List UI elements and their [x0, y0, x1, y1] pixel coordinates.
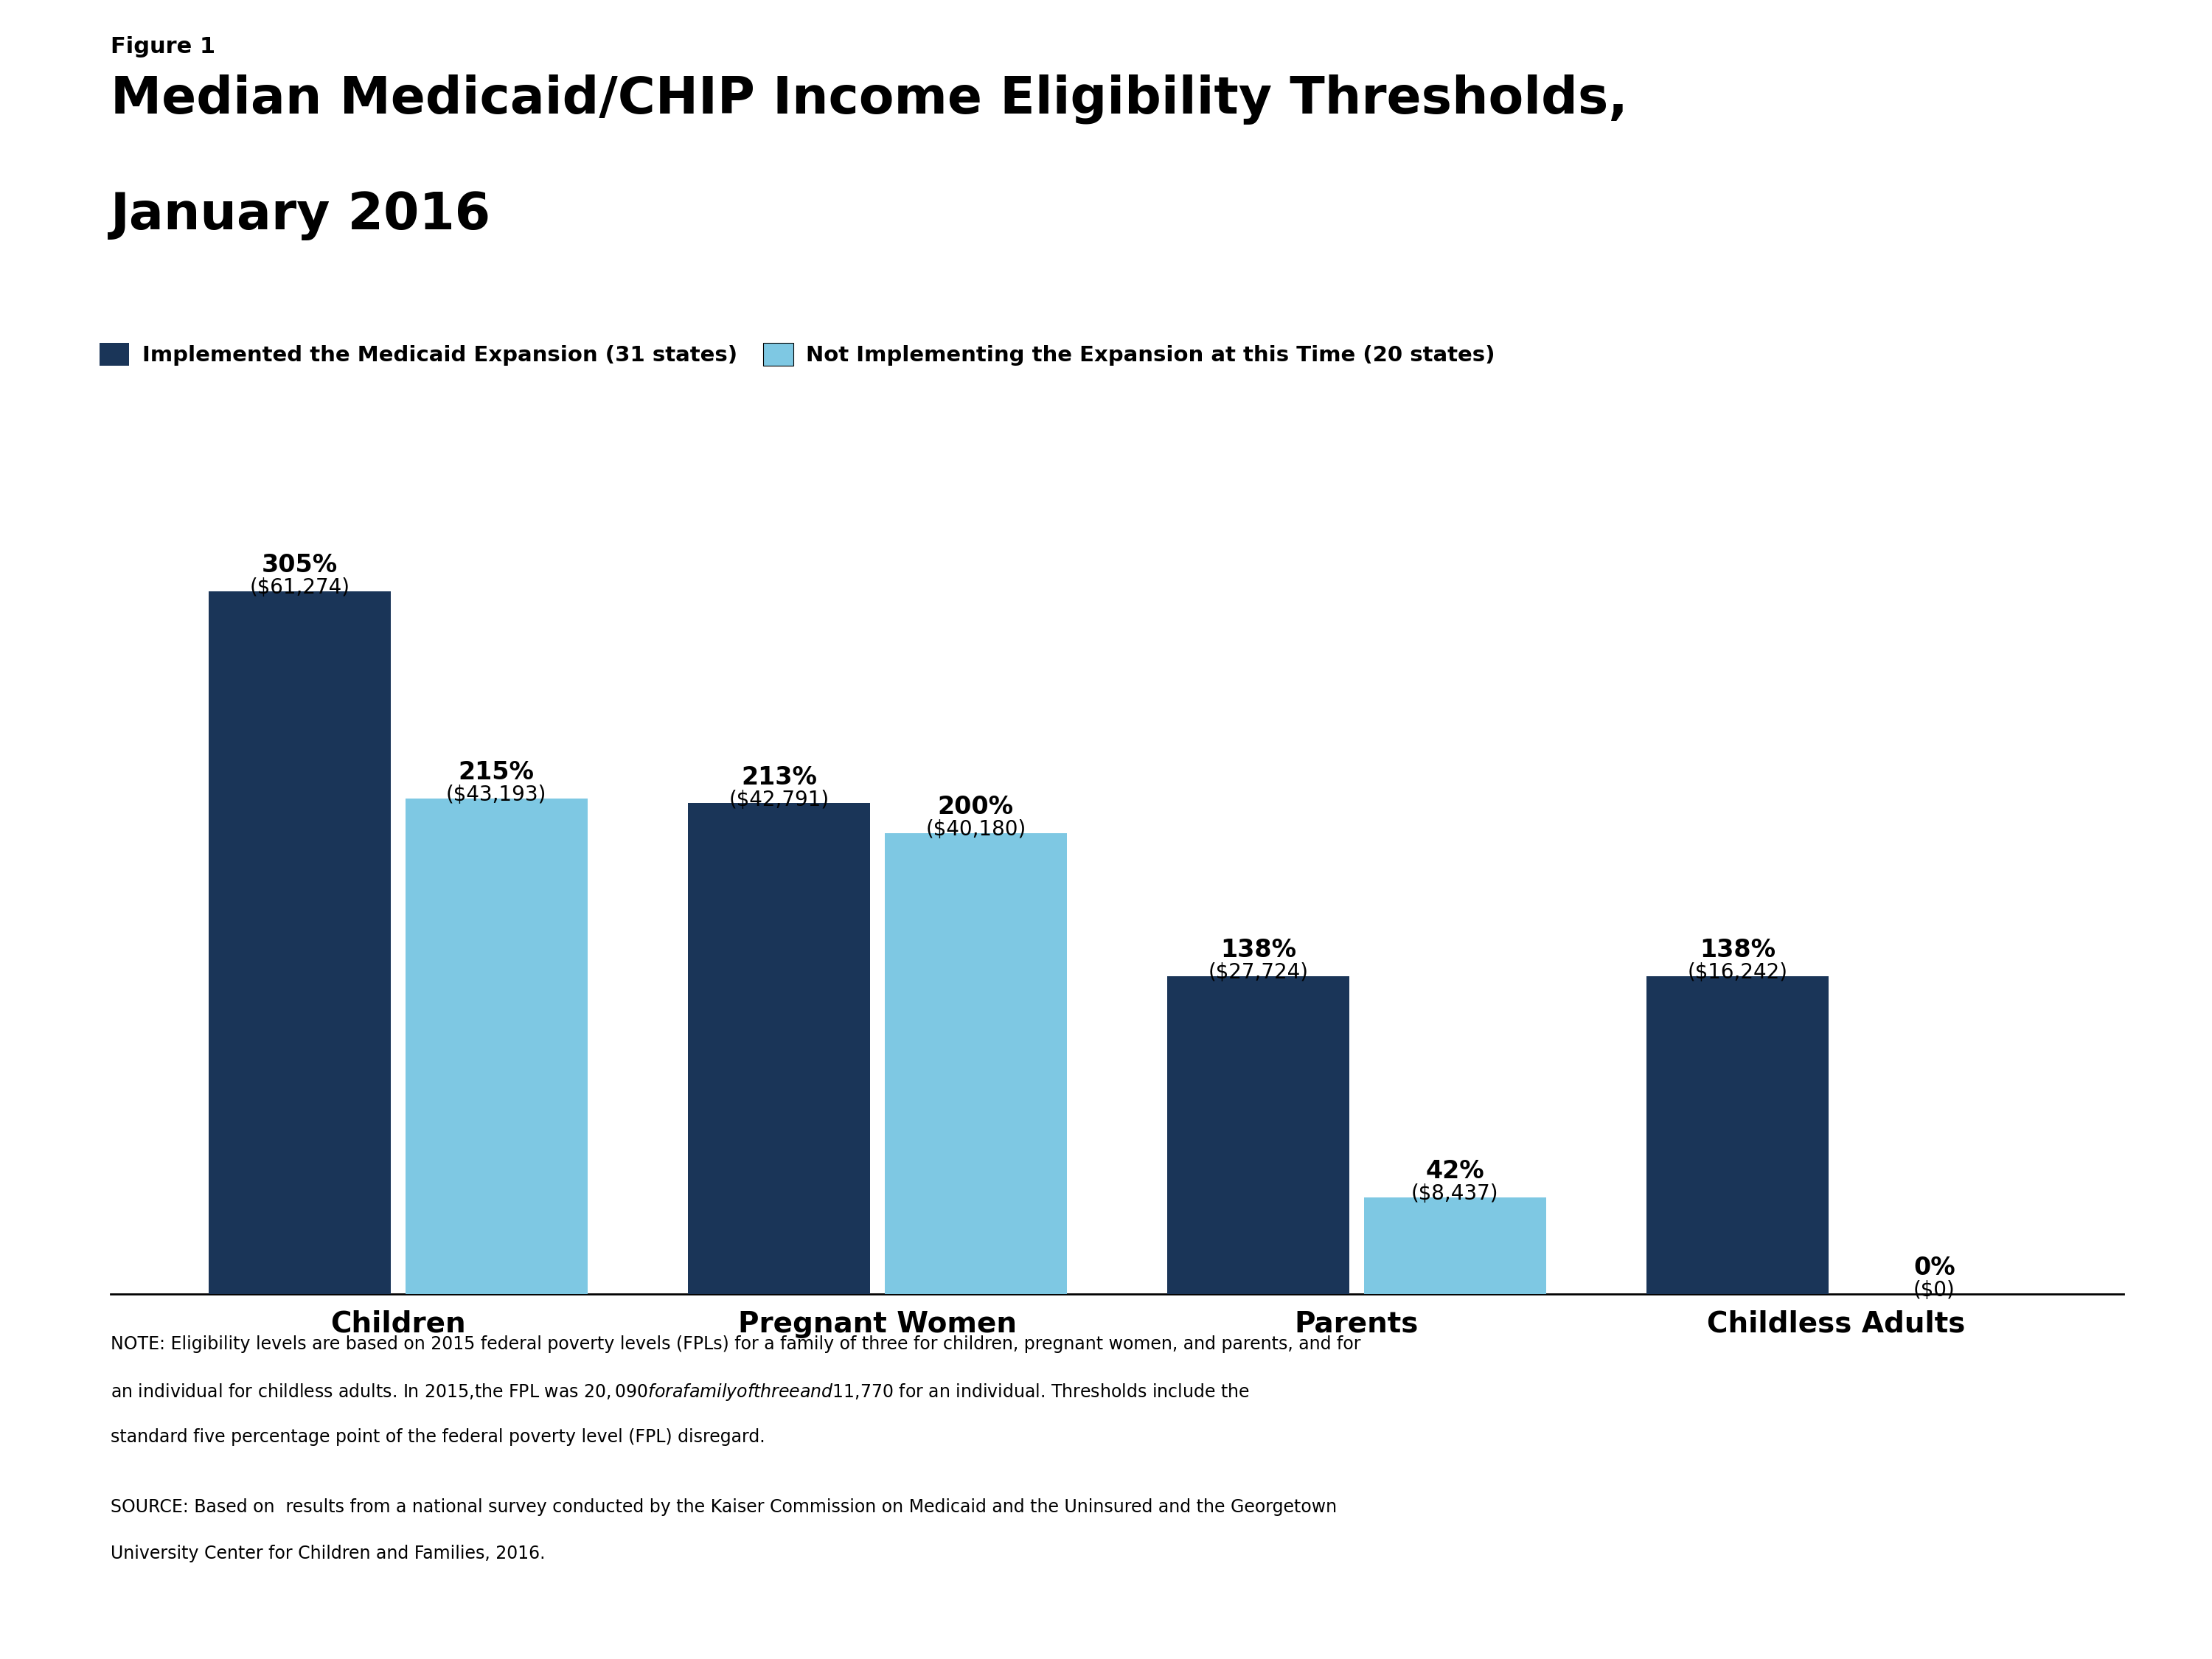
Text: 305%: 305%: [261, 552, 338, 577]
Text: January 2016: January 2016: [111, 191, 491, 241]
Text: NOTE: Eligibility levels are based on 2015 federal poverty levels (FPLs) for a f: NOTE: Eligibility levels are based on 20…: [111, 1335, 1360, 1354]
Text: ($27,724): ($27,724): [1208, 962, 1310, 982]
Text: ($8,437): ($8,437): [1411, 1183, 1500, 1204]
Text: ($0): ($0): [1913, 1281, 1955, 1301]
Text: 42%: 42%: [1425, 1160, 1484, 1183]
Text: KAISER: KAISER: [1973, 1470, 2064, 1490]
Text: 200%: 200%: [938, 795, 1013, 820]
Text: ($40,180): ($40,180): [925, 820, 1026, 839]
Bar: [208, 591, 392, 1294]
Text: Figure 1: Figure 1: [111, 36, 215, 58]
Bar: [1646, 975, 1829, 1294]
Bar: [1365, 1198, 1546, 1294]
Text: an individual for childless adults. In 2015,the FPL was $20,090 for a family of : an individual for childless adults. In 2…: [111, 1382, 1250, 1402]
Text: ($43,193): ($43,193): [447, 785, 546, 805]
Text: 0%: 0%: [1913, 1256, 1955, 1281]
Bar: [885, 833, 1066, 1294]
Bar: [405, 798, 588, 1294]
Text: FOUNDATION: FOUNDATION: [1973, 1584, 2064, 1598]
Bar: [688, 803, 869, 1294]
Text: THE HENRY J.: THE HENRY J.: [1973, 1417, 2064, 1430]
Text: 138%: 138%: [1221, 937, 1296, 962]
Text: 138%: 138%: [1699, 937, 1776, 962]
Text: Median Medicaid/CHIP Income Eligibility Thresholds,: Median Medicaid/CHIP Income Eligibility …: [111, 75, 1628, 124]
Bar: [1168, 975, 1349, 1294]
Legend: Implemented the Medicaid Expansion (31 states), Not Implementing the Expansion a: Implemented the Medicaid Expansion (31 s…: [100, 342, 1495, 367]
Text: 213%: 213%: [741, 765, 816, 790]
Text: ($42,791): ($42,791): [730, 790, 830, 810]
Text: 215%: 215%: [458, 760, 535, 785]
Text: SOURCE: Based on  results from a national survey conducted by the Kaiser Commiss: SOURCE: Based on results from a national…: [111, 1498, 1336, 1516]
Text: ($61,274): ($61,274): [250, 577, 349, 597]
Text: FAMILY: FAMILY: [1975, 1526, 2062, 1548]
Text: University Center for Children and Families, 2016.: University Center for Children and Famil…: [111, 1545, 544, 1563]
Text: ($16,242): ($16,242): [1688, 962, 1787, 982]
Text: standard five percentage point of the federal poverty level (FPL) disregard.: standard five percentage point of the fe…: [111, 1428, 765, 1447]
